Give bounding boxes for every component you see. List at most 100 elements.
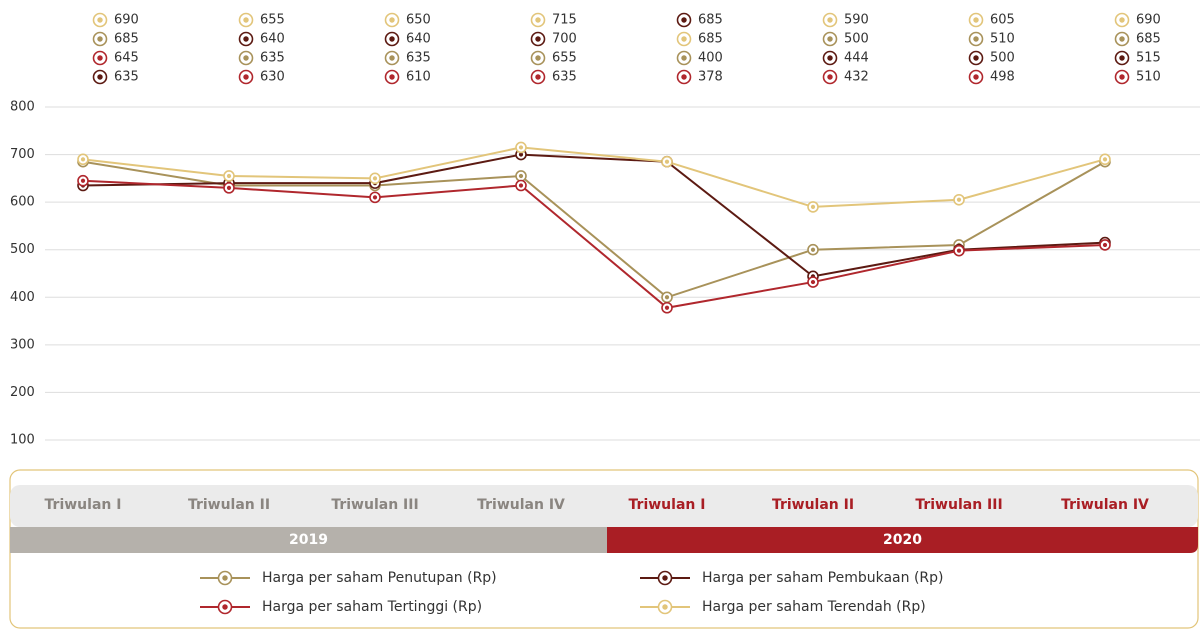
value-label-icon-dot xyxy=(97,74,103,80)
series-line xyxy=(82,160,1106,299)
value-label-icon-dot xyxy=(389,36,395,42)
value-label-icon-dot xyxy=(681,36,687,42)
value-label-icon-dot xyxy=(827,55,833,61)
group-label: 2019 xyxy=(289,532,328,548)
value-label-icon-dot xyxy=(535,36,541,42)
y-tick-label: 100 xyxy=(10,433,35,448)
value-label-icon-dot xyxy=(681,74,687,80)
value-label-icon-dot xyxy=(1119,36,1125,42)
point-dot xyxy=(80,178,86,183)
legend-icon-dot xyxy=(662,604,668,610)
value-label: 635 xyxy=(552,70,577,85)
value-label-icon-dot xyxy=(681,17,687,23)
legend-label: Harga per saham Pembukaan (Rp) xyxy=(702,570,944,586)
value-label-icon-dot xyxy=(827,17,833,23)
legend-label: Harga per saham Penutupan (Rp) xyxy=(262,570,497,586)
value-label: 685 xyxy=(698,32,723,47)
legend-icon-dot xyxy=(222,575,228,581)
point-dot xyxy=(518,145,524,150)
value-label: 685 xyxy=(698,13,723,28)
x-tick-label: Triwulan III xyxy=(331,497,418,513)
point-dot xyxy=(810,204,816,209)
value-label-icon-dot xyxy=(973,36,979,42)
point-dot xyxy=(1102,242,1108,248)
point-dot xyxy=(1102,157,1108,162)
group-bar xyxy=(607,527,1198,553)
value-label: 650 xyxy=(406,13,431,28)
value-label-icon-dot xyxy=(827,74,833,80)
group-bar xyxy=(10,527,607,553)
value-label-icon-dot xyxy=(681,55,687,61)
value-label: 715 xyxy=(552,13,577,28)
value-label: 640 xyxy=(406,32,431,47)
value-label-icon-dot xyxy=(535,17,541,23)
value-label-icon-dot xyxy=(1119,55,1125,61)
value-label: 635 xyxy=(260,51,285,66)
value-label-icon-dot xyxy=(97,36,103,42)
x-tick-label: Triwulan IV xyxy=(477,497,565,513)
value-label: 500 xyxy=(990,51,1015,66)
value-label-icon-dot xyxy=(243,17,249,23)
value-label: 640 xyxy=(260,32,285,47)
y-tick-label: 600 xyxy=(10,195,35,210)
value-label: 630 xyxy=(260,70,285,85)
point-dot xyxy=(518,152,524,157)
value-label-icon-dot xyxy=(97,55,103,61)
legend-icon-dot xyxy=(662,575,668,581)
y-tick-label: 200 xyxy=(10,385,35,400)
point-dot xyxy=(956,248,962,253)
value-label: 655 xyxy=(260,13,285,28)
y-tick-label: 500 xyxy=(10,242,35,257)
point-dot xyxy=(664,159,670,164)
value-label: 400 xyxy=(698,51,723,66)
x-tick-label: Triwulan II xyxy=(772,497,854,513)
legend-label: Harga per saham Tertinggi (Rp) xyxy=(262,599,482,615)
value-label: 432 xyxy=(844,70,869,85)
point-dot xyxy=(956,197,962,202)
point-dot xyxy=(810,279,816,285)
x-tick-label: Triwulan I xyxy=(629,497,706,513)
value-label: 635 xyxy=(406,51,431,66)
value-label-icon-dot xyxy=(97,17,103,23)
series-line xyxy=(82,153,1106,278)
x-tick-label: Triwulan II xyxy=(188,497,270,513)
value-label-icon-dot xyxy=(973,55,979,61)
point-dot xyxy=(372,195,378,200)
value-label-icon-dot xyxy=(827,36,833,42)
value-label-icon-dot xyxy=(1119,74,1125,80)
x-tick-label: Triwulan III xyxy=(915,497,1002,513)
value-label-icon-dot xyxy=(243,55,249,61)
value-label-icon-dot xyxy=(389,55,395,61)
y-tick-label: 800 xyxy=(10,100,35,115)
value-label: 645 xyxy=(114,51,139,66)
x-tick-label: Triwulan IV xyxy=(1061,497,1149,513)
point-dot xyxy=(664,295,670,300)
value-label-icon-dot xyxy=(535,74,541,80)
value-label: 515 xyxy=(1136,51,1161,66)
value-label: 378 xyxy=(698,70,723,85)
legend-label: Harga per saham Terendah (Rp) xyxy=(702,599,926,615)
value-label: 690 xyxy=(1136,13,1161,28)
value-label: 655 xyxy=(552,51,577,66)
point-dot xyxy=(226,185,232,190)
y-tick-label: 700 xyxy=(10,147,35,162)
legend-icon-dot xyxy=(222,604,228,610)
value-label-icon-dot xyxy=(535,55,541,61)
point-dot xyxy=(80,157,86,162)
value-label-icon-dot xyxy=(389,17,395,23)
y-tick-label: 300 xyxy=(10,337,35,352)
value-label: 610 xyxy=(406,70,431,85)
value-label: 500 xyxy=(844,32,869,47)
value-label-icon-dot xyxy=(973,74,979,80)
point-dot xyxy=(518,183,524,188)
category-band xyxy=(10,485,1198,527)
group-label: 2020 xyxy=(883,532,922,548)
value-label: 510 xyxy=(1136,70,1161,85)
value-label-icon-dot xyxy=(1119,17,1125,23)
value-label: 685 xyxy=(1136,32,1161,47)
x-tick-label: Triwulan I xyxy=(45,497,122,513)
point-dot xyxy=(518,173,524,179)
point-dot xyxy=(372,176,378,181)
value-label: 590 xyxy=(844,13,869,28)
